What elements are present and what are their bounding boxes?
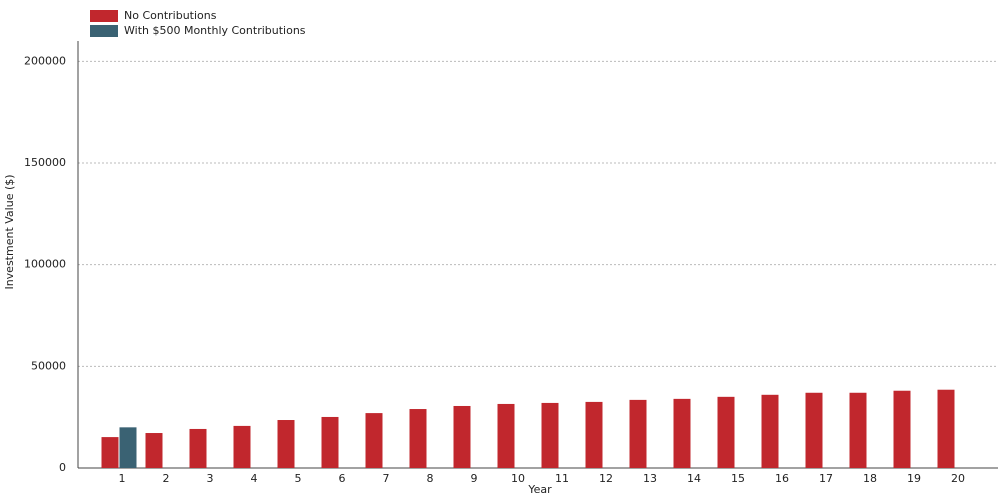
bar: [497, 403, 515, 468]
bar: [893, 390, 911, 468]
x-tick-label: 10: [511, 472, 525, 485]
y-tick-label: 150000: [24, 156, 66, 169]
bar: [761, 394, 779, 468]
y-axis-title: Investment Value ($): [3, 174, 16, 289]
y-tick-label: 100000: [24, 258, 66, 271]
legend-label: With $500 Monthly Contributions: [124, 24, 306, 37]
x-tick-label: 2: [163, 472, 170, 485]
bar: [189, 428, 207, 468]
x-tick-label: 4: [251, 472, 258, 485]
bar: [805, 392, 823, 468]
x-tick-label: 3: [207, 472, 214, 485]
x-tick-label: 18: [863, 472, 877, 485]
legend-swatch: [90, 25, 118, 37]
bar: [629, 399, 647, 468]
bar: [233, 425, 251, 468]
x-tick-label: 15: [731, 472, 745, 485]
y-tick-label: 0: [59, 461, 66, 474]
bar: [937, 389, 955, 468]
x-tick-label: 6: [339, 472, 346, 485]
x-tick-label: 17: [819, 472, 833, 485]
legend-label: No Contributions: [124, 9, 217, 22]
bar: [409, 409, 427, 468]
x-tick-label: 8: [427, 472, 434, 485]
x-axis-title: Year: [527, 483, 552, 496]
x-tick-label: 9: [471, 472, 478, 485]
bar: [101, 437, 119, 468]
bar: [673, 398, 691, 468]
x-tick-label: 19: [907, 472, 921, 485]
x-tick-label: 12: [599, 472, 613, 485]
x-tick-label: 7: [383, 472, 390, 485]
bar: [453, 405, 471, 468]
y-tick-label: 50000: [31, 359, 66, 372]
x-tick-label: 13: [643, 472, 657, 485]
x-tick-label: 16: [775, 472, 789, 485]
bar: [145, 433, 163, 468]
x-tick-label: 5: [295, 472, 302, 485]
x-tick-label: 11: [555, 472, 569, 485]
x-tick-label: 20: [951, 472, 965, 485]
y-tick-label: 200000: [24, 54, 66, 67]
x-tick-label: 1: [119, 472, 126, 485]
legend-swatch: [90, 10, 118, 22]
bar: [365, 413, 383, 468]
bar: [119, 427, 137, 468]
bar: [849, 392, 867, 468]
bar: [541, 402, 559, 468]
bar: [717, 396, 735, 468]
bar: [321, 416, 339, 468]
bar: [277, 420, 295, 468]
x-tick-label: 14: [687, 472, 701, 485]
bar: [585, 401, 603, 468]
